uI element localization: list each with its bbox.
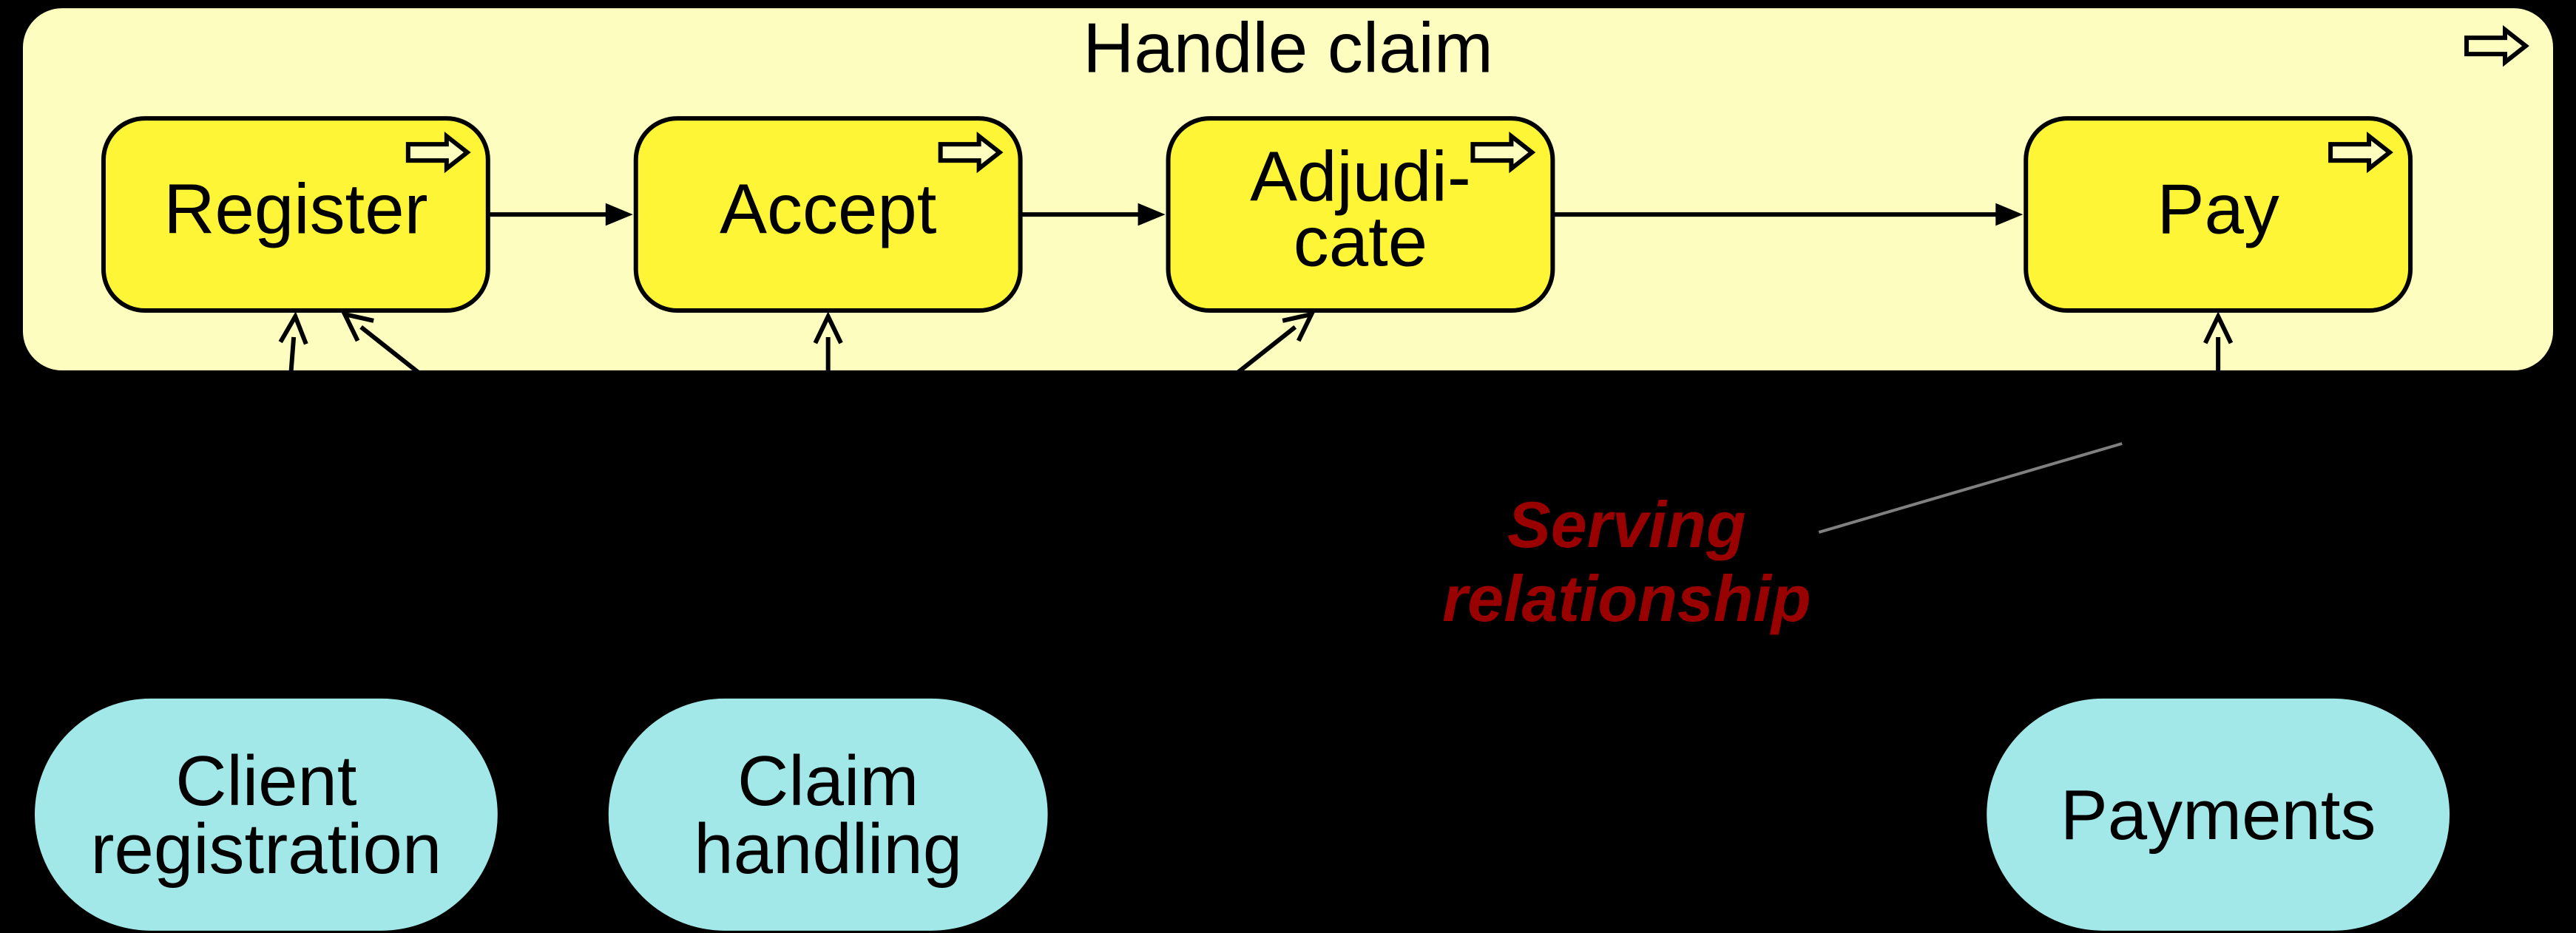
- service-claim_hand: Claimhandling: [606, 696, 1050, 933]
- process-accept: Accept: [636, 118, 1021, 311]
- process-label: Register: [163, 169, 427, 248]
- process-register: Register: [104, 118, 488, 311]
- process-label: Accept: [720, 169, 936, 248]
- service-label: Claim: [737, 742, 919, 821]
- service-client_reg: Clientregistration: [33, 696, 500, 933]
- process-label: cate: [1294, 202, 1427, 281]
- annotation-serving-relationship: Servingrelationship: [1442, 444, 2122, 635]
- service-label: registration: [91, 810, 442, 889]
- service-label: Client: [175, 742, 356, 821]
- process-adjudicate: Adjudi-cate: [1169, 118, 1553, 311]
- process-label: Handle claim: [1083, 9, 1493, 88]
- archimate-diagram: Handle claim Register Accept Adjudi-cate Pay…: [0, 0, 2576, 933]
- process-label: Pay: [2157, 169, 2279, 248]
- annotation-text: Serving: [1507, 488, 1746, 561]
- service-payments: Payments: [1984, 696, 2452, 933]
- process-pay: Pay: [2026, 118, 2410, 311]
- service-label: handling: [694, 810, 962, 889]
- service-label: Payments: [2061, 776, 2376, 855]
- annotation-text: relationship: [1442, 562, 1811, 635]
